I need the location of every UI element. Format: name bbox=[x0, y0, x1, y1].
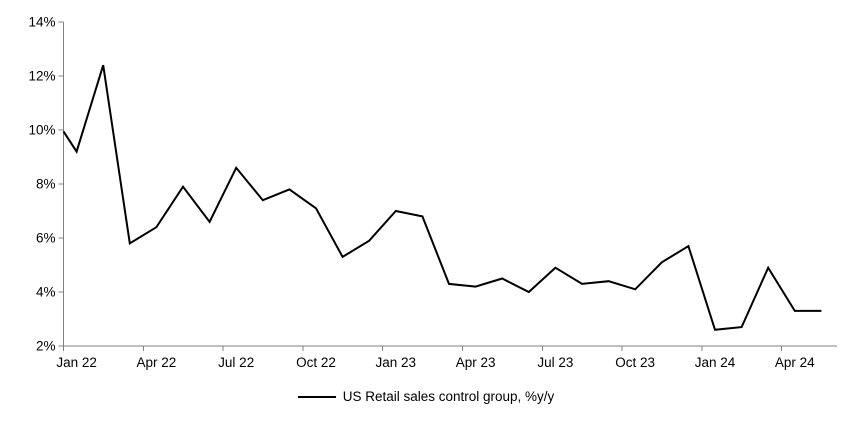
legend: US Retail sales control group, %y/y bbox=[0, 389, 852, 404]
x-tick-label: Oct 23 bbox=[615, 355, 655, 370]
legend-line-swatch bbox=[297, 395, 336, 398]
y-tick-label: 8% bbox=[36, 177, 56, 192]
x-tick-label: Jan 24 bbox=[695, 355, 736, 370]
y-tick-label: 12% bbox=[28, 69, 55, 84]
x-tick-label: Jul 22 bbox=[218, 355, 254, 370]
legend-label: US Retail sales control group, %y/y bbox=[342, 389, 555, 404]
x-tick-label: Oct 22 bbox=[296, 355, 336, 370]
y-tick-label: 4% bbox=[36, 285, 56, 300]
y-tick-label: 14% bbox=[28, 15, 55, 30]
x-tick-label: Apr 22 bbox=[137, 355, 177, 370]
x-tick-label: Jan 23 bbox=[376, 355, 417, 370]
y-tick-label: 2% bbox=[36, 339, 56, 354]
series-line bbox=[62, 64, 822, 331]
x-tick-label: Apr 23 bbox=[456, 355, 496, 370]
x-tick-label: Jul 23 bbox=[537, 355, 573, 370]
axes bbox=[58, 21, 837, 351]
retail-sales-line-chart: 2% 4% 6% 8% 10% 12% 14% Jan 22 Apr 22 Jul 22 Oct 2… bbox=[28, 15, 837, 371]
x-tick-label: Apr 24 bbox=[775, 355, 815, 370]
y-tick-label: 10% bbox=[28, 123, 55, 138]
y-tick-label: 6% bbox=[36, 231, 56, 246]
axis-labels: 2% 4% 6% 8% 10% 12% 14% Jan 22 Apr 22 Jul 22 Oct 2… bbox=[28, 15, 815, 371]
x-tick-label: Jan 22 bbox=[56, 355, 97, 370]
